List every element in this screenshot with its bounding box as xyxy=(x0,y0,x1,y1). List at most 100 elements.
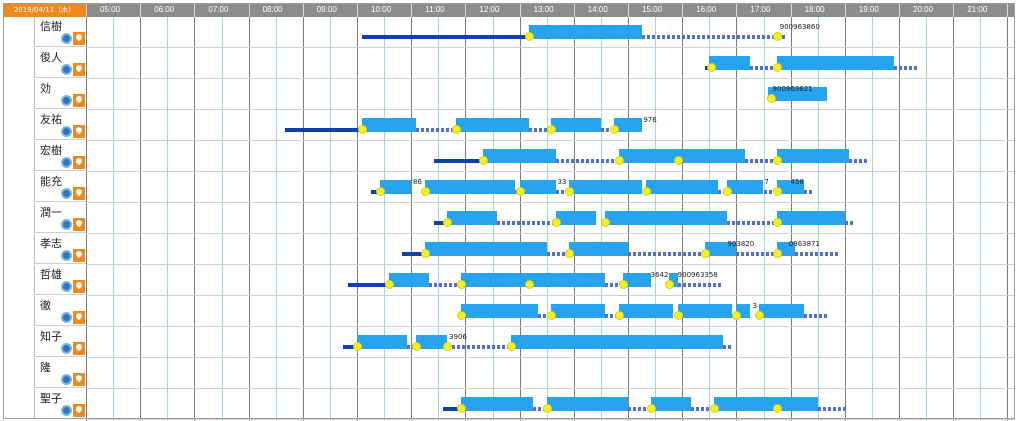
start-marker[interactable] xyxy=(457,281,465,288)
locate-icon[interactable] xyxy=(61,312,72,323)
task-bar[interactable] xyxy=(551,304,606,318)
task-bar[interactable] xyxy=(777,211,845,225)
start-marker[interactable] xyxy=(548,312,556,319)
locate-icon[interactable] xyxy=(61,374,72,385)
start-marker[interactable] xyxy=(552,219,560,226)
task-bar[interactable] xyxy=(424,180,516,194)
start-marker[interactable] xyxy=(643,188,651,195)
start-marker[interactable] xyxy=(444,343,452,350)
start-marker[interactable] xyxy=(665,281,673,288)
staff-name[interactable]: 聖子 xyxy=(40,392,62,405)
start-marker[interactable] xyxy=(611,126,619,133)
start-marker[interactable] xyxy=(774,157,782,164)
task-bar[interactable] xyxy=(528,25,642,39)
task-bar[interactable] xyxy=(677,149,746,163)
start-marker[interactable] xyxy=(444,219,452,226)
start-marker[interactable] xyxy=(507,343,515,350)
locate-icon[interactable] xyxy=(61,64,72,75)
start-marker[interactable] xyxy=(774,33,782,40)
start-marker[interactable] xyxy=(710,405,718,412)
start-marker[interactable] xyxy=(774,219,782,226)
task-bar[interactable] xyxy=(357,335,407,349)
task-bar[interactable] xyxy=(388,273,430,287)
staff-name[interactable]: 徹 xyxy=(40,299,51,312)
start-marker[interactable] xyxy=(358,126,366,133)
staff-name[interactable]: 宏樹 xyxy=(40,144,62,157)
staff-name[interactable]: 潤一 xyxy=(40,206,62,219)
map-pin-icon[interactable] xyxy=(73,404,85,417)
task-bar[interactable] xyxy=(483,149,556,163)
start-marker[interactable] xyxy=(376,188,384,195)
task-bar[interactable] xyxy=(727,180,764,194)
start-marker[interactable] xyxy=(701,250,709,257)
locate-icon[interactable] xyxy=(61,219,72,230)
start-marker[interactable] xyxy=(525,33,533,40)
start-marker[interactable] xyxy=(516,188,524,195)
task-bar[interactable] xyxy=(758,304,805,318)
task-bar[interactable] xyxy=(709,56,750,70)
start-marker[interactable] xyxy=(647,405,655,412)
task-bar[interactable] xyxy=(361,118,416,132)
task-bar[interactable] xyxy=(704,242,737,256)
staff-name[interactable]: 能充 xyxy=(40,175,62,188)
map-pin-icon[interactable] xyxy=(73,94,85,107)
task-bar[interactable] xyxy=(623,273,651,287)
locate-icon[interactable] xyxy=(61,343,72,354)
task-bar[interactable] xyxy=(668,273,678,287)
map-pin-icon[interactable] xyxy=(73,156,85,169)
locate-icon[interactable] xyxy=(61,95,72,106)
map-pin-icon[interactable] xyxy=(73,218,85,231)
task-bar[interactable] xyxy=(569,242,628,256)
task-bar[interactable] xyxy=(777,180,805,194)
start-marker[interactable] xyxy=(615,312,623,319)
start-marker[interactable] xyxy=(774,250,782,257)
locate-icon[interactable] xyxy=(61,405,72,416)
map-pin-icon[interactable] xyxy=(73,280,85,293)
task-bar[interactable] xyxy=(460,397,534,411)
staff-name[interactable]: 隆 xyxy=(40,361,51,374)
staff-name[interactable]: 孝志 xyxy=(40,237,62,250)
task-bar[interactable] xyxy=(460,273,606,287)
task-bar[interactable] xyxy=(614,118,642,132)
start-marker[interactable] xyxy=(566,250,574,257)
task-bar[interactable] xyxy=(447,211,497,225)
task-bar[interactable] xyxy=(456,118,529,132)
start-marker[interactable] xyxy=(354,343,361,350)
locate-icon[interactable] xyxy=(61,33,72,44)
task-bar[interactable] xyxy=(424,242,547,256)
staff-name[interactable]: 友祐 xyxy=(40,113,62,126)
start-marker[interactable] xyxy=(620,281,628,288)
start-marker[interactable] xyxy=(733,312,741,319)
locate-icon[interactable] xyxy=(61,188,72,199)
start-marker[interactable] xyxy=(457,312,465,319)
staff-name[interactable]: 俊人 xyxy=(40,51,62,64)
date-header[interactable]: 2019/04/11（木） xyxy=(3,3,86,17)
start-marker[interactable] xyxy=(566,188,574,195)
map-pin-icon[interactable] xyxy=(73,342,85,355)
task-bar[interactable] xyxy=(510,335,723,349)
start-marker[interactable] xyxy=(453,126,461,133)
map-pin-icon[interactable] xyxy=(73,373,85,386)
start-marker[interactable] xyxy=(457,405,465,412)
start-marker[interactable] xyxy=(708,64,716,71)
map-pin-icon[interactable] xyxy=(73,187,85,200)
start-marker[interactable] xyxy=(755,312,763,319)
task-bar[interactable] xyxy=(618,304,674,318)
task-bar[interactable] xyxy=(618,149,678,163)
staff-name[interactable]: 信樹 xyxy=(40,20,62,33)
staff-name[interactable]: 知子 xyxy=(40,330,62,343)
task-bar[interactable] xyxy=(460,304,538,318)
start-marker[interactable] xyxy=(767,95,775,102)
staff-name[interactable]: 哲雄 xyxy=(40,268,62,281)
staff-name[interactable]: 効 xyxy=(40,82,51,95)
task-bar[interactable] xyxy=(519,180,556,194)
start-marker[interactable] xyxy=(480,157,488,164)
start-marker[interactable] xyxy=(615,157,623,164)
map-pin-icon[interactable] xyxy=(73,125,85,138)
task-bar[interactable] xyxy=(555,211,597,225)
start-marker[interactable] xyxy=(674,157,682,164)
start-marker[interactable] xyxy=(774,405,782,412)
task-bar[interactable] xyxy=(650,397,692,411)
start-marker[interactable] xyxy=(602,219,610,226)
map-pin-icon[interactable] xyxy=(73,32,85,45)
